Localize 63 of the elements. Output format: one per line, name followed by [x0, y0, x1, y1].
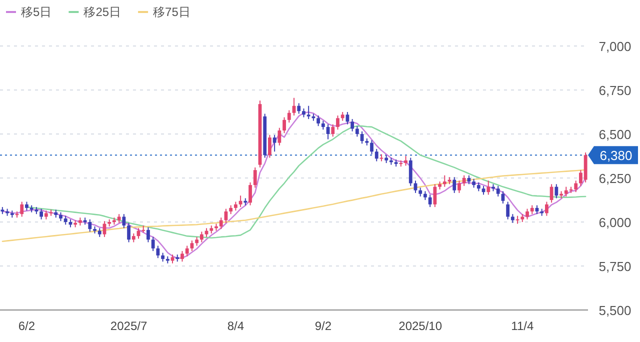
- legend-label: 移5日: [21, 5, 52, 19]
- candlestick: [355, 126, 359, 138]
- candlestick: [272, 134, 276, 152]
- candlestick: [370, 140, 374, 155]
- ref-line-label: 6,380: [600, 148, 632, 164]
- candlestick: [452, 176, 456, 194]
- candlestick: [297, 102, 301, 114]
- candlestick: [564, 186, 568, 197]
- candlestick: [428, 194, 432, 208]
- x-tick-label: 6/2: [18, 319, 36, 333]
- candlestick: [350, 118, 354, 132]
- candlestick: [185, 245, 189, 257]
- candlestick: [331, 124, 335, 138]
- y-tick-label: 6,500: [598, 127, 632, 142]
- candlestick: [408, 157, 412, 186]
- candlestick: [544, 201, 548, 216]
- candlestick: [336, 115, 340, 130]
- candlestick: [526, 208, 529, 220]
- candlestick: [20, 201, 24, 218]
- candlestick: [433, 184, 437, 208]
- candlestick: [282, 116, 286, 134]
- candlestick: [156, 245, 160, 259]
- candlestick: [190, 240, 194, 252]
- y-tick-label: 6,250: [598, 171, 632, 186]
- candlestick: [574, 180, 578, 193]
- candlestick: [200, 231, 204, 243]
- x-tick-label: 9/2: [314, 319, 332, 333]
- candlestick: [458, 180, 461, 194]
- candlestick: [151, 236, 155, 252]
- candlestick: [506, 201, 510, 220]
- candlestick: [404, 156, 408, 166]
- candlestick: [287, 110, 291, 124]
- candlestick: [248, 182, 252, 206]
- candlestick: [442, 174, 446, 188]
- y-tick-label: 5,750: [598, 259, 632, 274]
- y-tick-label: 6,000: [598, 215, 632, 230]
- x-tick-label: 8/4: [227, 319, 244, 333]
- y-tick-label: 5,500: [598, 303, 632, 318]
- candlestick: [554, 184, 558, 199]
- candlestick: [496, 185, 500, 197]
- x-tick-label: 11/4: [511, 319, 534, 333]
- candlestick: [122, 214, 126, 229]
- candlestick: [146, 226, 150, 243]
- candlestick: [40, 208, 44, 220]
- candlestick: [127, 222, 130, 243]
- candlestick: [374, 148, 378, 162]
- candlestick: [180, 250, 184, 262]
- candlestick: [550, 184, 554, 204]
- candlestick: [316, 115, 320, 127]
- x-tick-label: 2025/10: [398, 319, 442, 333]
- candlestick: [486, 180, 490, 196]
- y-tick-label: 6,750: [598, 83, 632, 98]
- candlestick: [278, 127, 282, 146]
- legend-label: 移25日: [84, 5, 122, 19]
- candlestick: [88, 218, 92, 232]
- candlestick: [462, 174, 466, 186]
- x-tick-label: 2025/7: [110, 319, 148, 333]
- candlestick: [268, 134, 272, 158]
- candlestick: [219, 217, 223, 230]
- legend-label: 移75日: [153, 5, 190, 19]
- candlestick: [306, 105, 310, 120]
- y-tick-label: 7,000: [598, 39, 632, 54]
- candlestick: [253, 166, 257, 188]
